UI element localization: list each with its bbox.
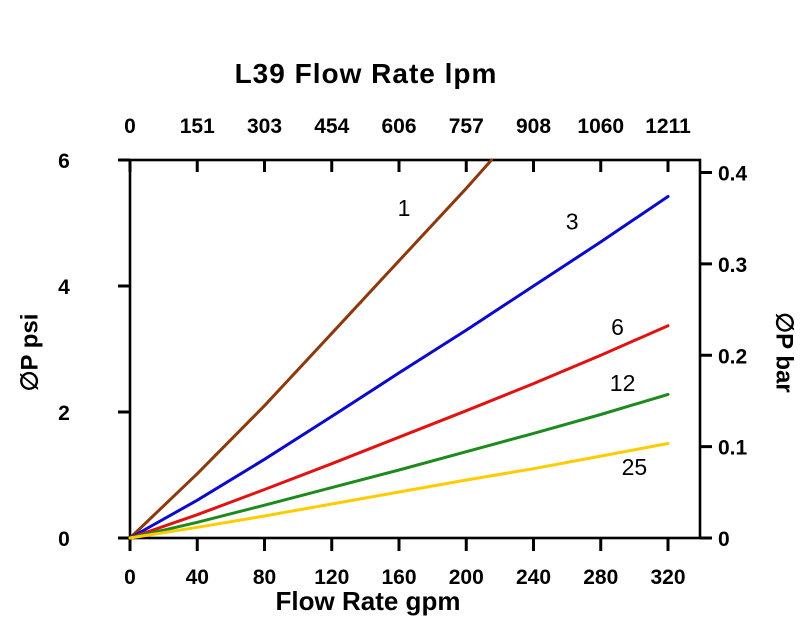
y-left-tick-label: 6 <box>58 150 70 173</box>
y-right-tick-label: 0.4 <box>718 163 748 186</box>
series-line-25 <box>128 442 670 540</box>
series-line-1 <box>128 158 493 540</box>
series-label-12: 12 <box>610 370 636 396</box>
chart-title: L39 Flow Rate lpm <box>234 58 498 89</box>
plot-frame <box>128 158 702 540</box>
y-right-tick-label: 0.2 <box>718 345 747 368</box>
y-left-tick-label: 4 <box>58 276 70 299</box>
x-bottom-tick-label: 40 <box>186 566 209 589</box>
x-bottom-tick-label: 320 <box>650 566 685 589</box>
x-top-tick-label: 1060 <box>577 115 624 138</box>
series-label-25: 25 <box>622 454 648 480</box>
x-bottom-tick-label: 160 <box>381 566 416 589</box>
x-top-tick-label: 454 <box>314 115 349 138</box>
series-line-12 <box>128 392 670 540</box>
y-axis-left-label: ∅P psi <box>16 313 44 392</box>
x-top-tick-label: 303 <box>247 115 282 138</box>
x-bottom-tick-label: 80 <box>253 566 276 589</box>
x-top-tick-label: 151 <box>180 115 215 138</box>
y-left-tick-label: 2 <box>58 402 70 425</box>
series-label-3: 3 <box>566 209 579 235</box>
y-right-tick-label: 0.1 <box>718 437 748 460</box>
series-label-6: 6 <box>611 314 624 340</box>
x-axis-bottom-label: Flow Rate gpm <box>275 586 461 616</box>
x-bottom-tick-label: 0 <box>124 566 136 589</box>
y-left-tick-label: 0 <box>58 528 70 551</box>
x-top-tick-label: 757 <box>449 115 484 138</box>
x-bottom-tick-label: 280 <box>583 566 618 589</box>
series-label-1: 1 <box>398 195 411 221</box>
x-top-tick-label: 1211 <box>645 115 691 138</box>
y-axis-right-label: ∅P bar <box>770 312 798 393</box>
x-top-tick-label: 0 <box>124 115 136 138</box>
y-right-tick-label: 0 <box>718 528 730 551</box>
x-bottom-tick-label: 240 <box>516 566 551 589</box>
x-top-tick-label: 908 <box>516 115 551 138</box>
series-line-6 <box>128 324 670 540</box>
x-bottom-tick-label: 120 <box>314 566 349 589</box>
x-bottom-tick-label: 200 <box>449 566 484 589</box>
series-line-3 <box>128 195 670 540</box>
y-right-tick-label: 0.3 <box>718 254 747 277</box>
x-top-tick-label: 606 <box>381 115 416 138</box>
